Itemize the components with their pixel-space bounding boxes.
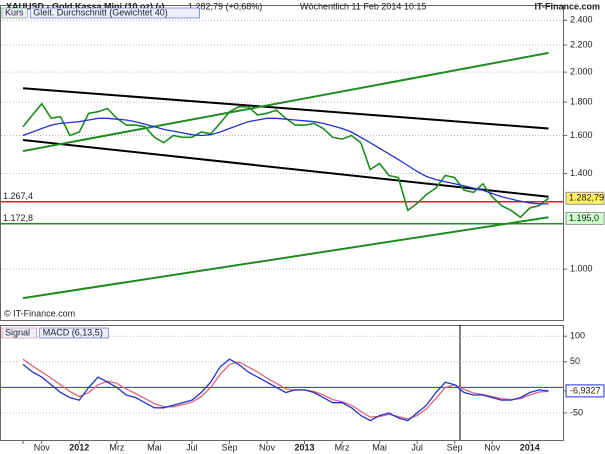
legend-box [29,7,200,19]
x-tick-label: Mrz [335,442,350,452]
x-tick-label: 2014 [520,442,540,452]
chart-title: XAUUSD - Gold Kassa Mini (10 oz) (-) [6,1,165,11]
x-tick-label: 2013 [295,442,315,452]
price-panel [0,5,564,321]
y-tick-label: 2.000 [570,67,593,77]
legend-entry: Signal [5,327,30,337]
y-tick-label: 1.400 [570,168,593,178]
legend-box [1,7,28,19]
x-tick-label: Nov [34,442,51,452]
x-tick-label: Sep [221,442,237,452]
x-tick-label: Jul [186,442,198,452]
legend-entry: Gleit. Durchschnitt (Gewichtet 40) [33,7,168,17]
legend-entry: Kurs [5,7,24,17]
x-tick-label: Mai [372,442,387,452]
legend-box [39,327,109,339]
series-line [22,117,549,205]
x-tick-label: Jul [411,442,423,452]
price-tag [565,211,605,225]
price-tag-label: 1.282,79 [569,193,604,203]
y-tick-label: 1.800 [570,96,593,106]
x-tick-label: Nov [259,442,276,452]
series-line [22,358,549,422]
y-tick-label: 1.000 [570,263,593,273]
y-tick-label: -50 [570,407,583,417]
source: IT-Finance.com [534,1,600,11]
timestamp: Wöchentlich 11 Feb 2014 10:15 [300,1,426,11]
line-label: 1.267,4 [3,191,33,201]
x-tick-label: Nov [484,442,501,452]
x-tick-label: Mai [147,442,162,452]
series-line [22,358,549,420]
legend-box [1,327,38,339]
trendline [22,87,549,130]
x-tick-label: 2012 [69,442,89,452]
y-tick-label: 1.600 [570,130,593,140]
subtitle: 1.282,79 (+0,68%) [188,1,262,11]
y-tick-label: 50 [570,356,580,366]
x-tick-label: Mrz [109,442,124,452]
series-line [22,102,549,219]
y-tick-label: 2.400 [570,15,593,25]
copyright: © IT-Finance.com [4,308,75,318]
price-tag [565,191,605,205]
y-tick-label: 2.200 [570,39,593,49]
price-tag-label: 1.195,0 [569,213,599,223]
x-tick-label: Sep [447,442,463,452]
line-label: 1.172,8 [3,213,33,223]
legend-entry: MACD (6,13,5) [43,327,103,337]
macd-panel [0,325,564,441]
y-tick-label: 100 [570,331,585,341]
trendline [22,51,549,153]
y-tick-label: -6,9327 [570,385,601,395]
trendline [22,216,549,300]
